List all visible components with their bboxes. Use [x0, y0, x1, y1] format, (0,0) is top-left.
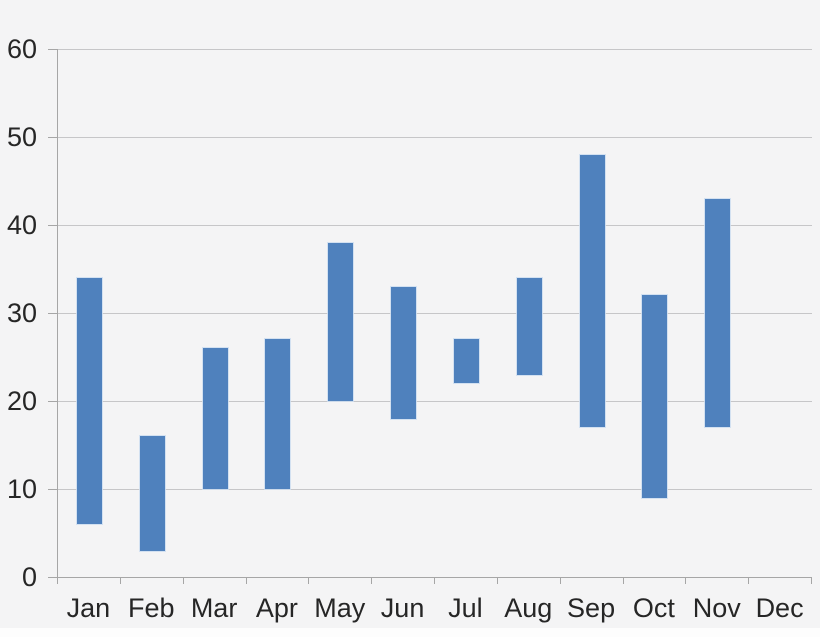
- x-axis-label-jun: Jun: [380, 593, 425, 623]
- y-axis-label-20: 20: [6, 386, 37, 416]
- x-tick-4: [308, 578, 310, 584]
- x-axis-label-feb: Feb: [127, 593, 175, 623]
- y-axis-label-60: 60: [6, 34, 37, 64]
- x-axis-label-sep: Sep: [567, 593, 616, 623]
- x-axis-label-jan: Jan: [66, 593, 111, 623]
- bar-sep: [579, 154, 605, 428]
- bar-oct: [642, 295, 668, 498]
- y-tick-0: [48, 577, 57, 578]
- x-axis-label-aug: Aug: [504, 593, 553, 623]
- image-bottom-edge: [0, 628, 820, 637]
- y-tick-30: [48, 313, 57, 314]
- gridline-20: [58, 401, 812, 402]
- bar-jun: [391, 286, 417, 419]
- plot-area: [57, 49, 812, 578]
- gridline-10: [58, 489, 812, 490]
- x-tick-9: [622, 578, 624, 584]
- y-tick-10: [48, 489, 57, 490]
- y-tick-60: [48, 49, 57, 50]
- x-tick-0: [57, 578, 58, 584]
- y-tick-20: [48, 401, 57, 402]
- x-axis-label-oct: Oct: [632, 593, 675, 623]
- y-axis-label-40: 40: [6, 210, 37, 240]
- x-tick-8: [559, 578, 561, 584]
- gridline-40: [58, 225, 812, 226]
- bar-jan: [76, 277, 102, 525]
- x-axis-label-nov: Nov: [692, 593, 741, 623]
- bar-apr: [265, 339, 291, 489]
- y-tick-50: [48, 137, 57, 138]
- gridline-60: [58, 49, 812, 50]
- bar-mar: [202, 348, 228, 489]
- y-axis-label-30: 30: [6, 298, 37, 328]
- y-axis-label-10: 10: [6, 474, 37, 504]
- x-axis-label-mar: Mar: [190, 593, 238, 623]
- y-tick-40: [48, 225, 57, 226]
- x-axis-label-apr: Apr: [255, 593, 298, 623]
- x-tick-3: [245, 578, 247, 584]
- gridline-50: [58, 137, 812, 138]
- x-tick-10: [685, 578, 687, 584]
- x-tick-11: [748, 578, 750, 584]
- bar-feb: [139, 436, 165, 551]
- x-tick-1: [119, 578, 121, 584]
- y-axis-label-50: 50: [6, 122, 37, 152]
- x-axis-label-may: May: [314, 593, 366, 623]
- x-tick-2: [182, 578, 184, 584]
- x-tick-12: [811, 578, 812, 584]
- bar-nov: [705, 198, 731, 428]
- y-axis-label-0: 0: [21, 562, 37, 592]
- bar-jul: [453, 339, 479, 384]
- gridline-30: [58, 313, 812, 314]
- x-tick-7: [496, 578, 498, 584]
- bar-may: [328, 242, 354, 401]
- x-tick-5: [371, 578, 373, 584]
- x-axis-label-jul: Jul: [448, 593, 483, 623]
- x-axis-label-dec: Dec: [755, 593, 804, 623]
- x-tick-6: [434, 578, 435, 584]
- bar-aug: [516, 277, 542, 375]
